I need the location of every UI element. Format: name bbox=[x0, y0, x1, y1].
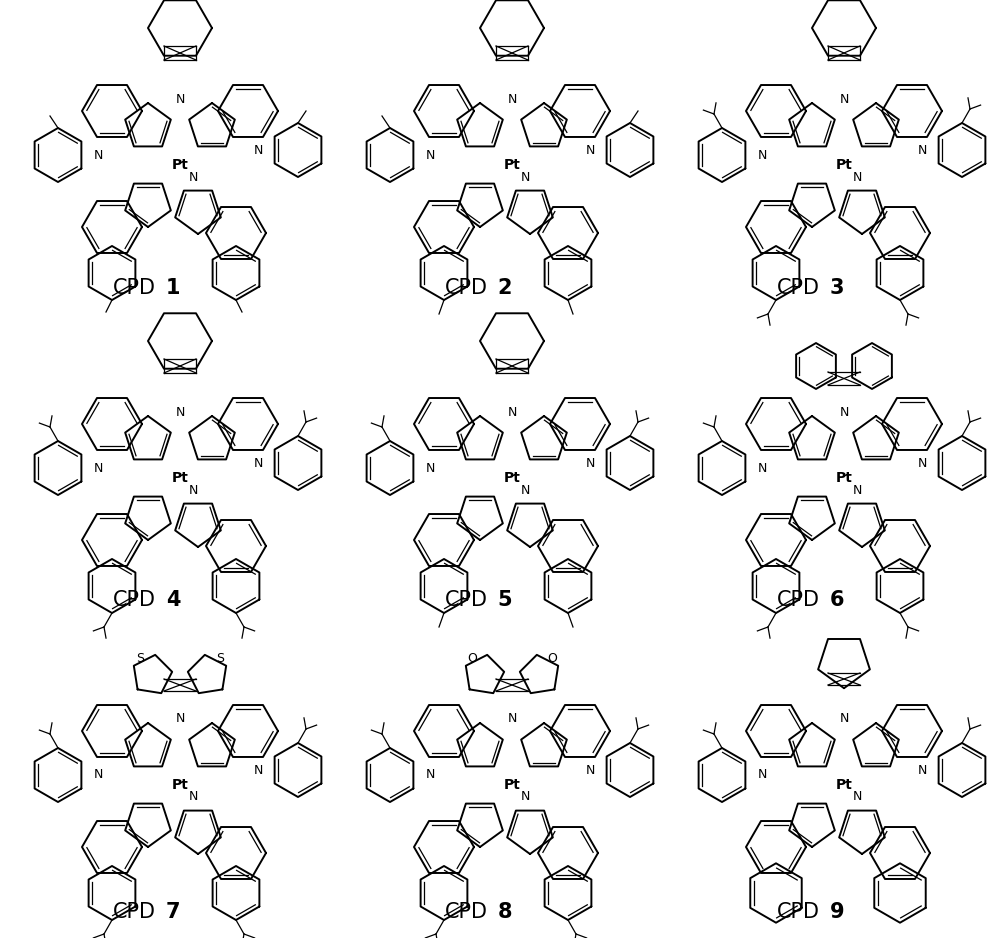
Text: N: N bbox=[585, 144, 595, 157]
Text: N: N bbox=[520, 171, 530, 184]
Text: N: N bbox=[757, 768, 767, 781]
Text: 8: 8 bbox=[498, 902, 512, 922]
Text: N: N bbox=[757, 148, 767, 161]
Text: O: O bbox=[547, 653, 557, 665]
Text: N: N bbox=[852, 483, 862, 496]
Text: CPD: CPD bbox=[113, 590, 156, 610]
Text: 9: 9 bbox=[830, 902, 844, 922]
Text: N: N bbox=[839, 713, 849, 725]
Text: S: S bbox=[216, 653, 224, 665]
Text: N: N bbox=[507, 93, 517, 105]
Text: 4: 4 bbox=[166, 590, 180, 610]
Text: CPD: CPD bbox=[777, 902, 820, 922]
Text: N: N bbox=[93, 768, 103, 781]
Text: N: N bbox=[425, 768, 435, 781]
Text: Pt: Pt bbox=[836, 471, 852, 485]
Text: N: N bbox=[585, 457, 595, 470]
Text: 3: 3 bbox=[830, 278, 844, 298]
Text: N: N bbox=[175, 405, 185, 418]
Text: CPD: CPD bbox=[445, 902, 488, 922]
Text: N: N bbox=[93, 148, 103, 161]
Text: Pt: Pt bbox=[504, 778, 520, 792]
Text: CPD: CPD bbox=[113, 278, 156, 298]
Text: N: N bbox=[520, 483, 530, 496]
Text: N: N bbox=[917, 457, 927, 470]
Text: N: N bbox=[425, 461, 435, 475]
Text: CPD: CPD bbox=[777, 278, 820, 298]
Text: N: N bbox=[507, 405, 517, 418]
Text: S: S bbox=[136, 653, 144, 665]
Text: N: N bbox=[839, 405, 849, 418]
Text: N: N bbox=[188, 171, 198, 184]
Text: Pt: Pt bbox=[172, 471, 188, 485]
Text: N: N bbox=[839, 93, 849, 105]
Text: N: N bbox=[520, 791, 530, 804]
Text: Pt: Pt bbox=[172, 778, 188, 792]
Text: 7: 7 bbox=[166, 902, 180, 922]
Text: N: N bbox=[253, 144, 263, 157]
Text: Pt: Pt bbox=[504, 158, 520, 172]
Text: O: O bbox=[467, 653, 477, 665]
Text: N: N bbox=[253, 457, 263, 470]
Text: N: N bbox=[188, 791, 198, 804]
Text: 1: 1 bbox=[166, 278, 180, 298]
Text: N: N bbox=[175, 713, 185, 725]
Text: N: N bbox=[507, 713, 517, 725]
Text: CPD: CPD bbox=[777, 590, 820, 610]
Text: 2: 2 bbox=[498, 278, 512, 298]
Text: CPD: CPD bbox=[113, 902, 156, 922]
Text: Pt: Pt bbox=[504, 471, 520, 485]
Text: N: N bbox=[188, 483, 198, 496]
Text: N: N bbox=[917, 144, 927, 157]
Text: N: N bbox=[852, 171, 862, 184]
Text: CPD: CPD bbox=[445, 590, 488, 610]
Text: Pt: Pt bbox=[172, 158, 188, 172]
Text: N: N bbox=[253, 764, 263, 777]
Text: N: N bbox=[852, 791, 862, 804]
Text: 5: 5 bbox=[498, 590, 512, 610]
Text: Pt: Pt bbox=[836, 778, 852, 792]
Text: 6: 6 bbox=[830, 590, 844, 610]
Text: N: N bbox=[585, 764, 595, 777]
Text: CPD: CPD bbox=[445, 278, 488, 298]
Text: Pt: Pt bbox=[836, 158, 852, 172]
Text: N: N bbox=[425, 148, 435, 161]
Text: N: N bbox=[757, 461, 767, 475]
Text: N: N bbox=[175, 93, 185, 105]
Text: N: N bbox=[93, 461, 103, 475]
Text: N: N bbox=[917, 764, 927, 777]
